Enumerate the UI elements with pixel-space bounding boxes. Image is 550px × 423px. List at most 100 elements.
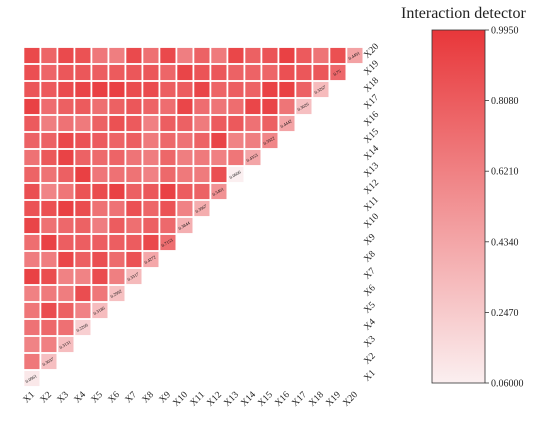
heatmap-cell <box>23 64 41 81</box>
heatmap-cell <box>193 183 211 200</box>
heatmap-cell <box>193 81 211 98</box>
heatmap-cell <box>23 234 41 251</box>
heatmap-cell <box>57 183 75 200</box>
heatmap-cell <box>159 200 177 217</box>
heatmap-cell <box>91 234 109 251</box>
heatmap-cell <box>210 98 228 115</box>
heatmap-cell-diagonal-X15 <box>261 132 279 149</box>
heatmap-cell <box>57 149 75 166</box>
cell-value-label: 0.3317 <box>127 271 141 282</box>
x-tick-label: X3 <box>56 390 71 405</box>
heatmap-cell-diagonal-X17 <box>295 98 313 115</box>
heatmap-cell <box>91 251 109 268</box>
heatmap-cell <box>108 132 126 149</box>
heatmap-cell <box>108 98 126 115</box>
heatmap-cell <box>278 64 296 81</box>
heatmap-cell <box>108 47 126 64</box>
heatmap-cell <box>91 183 109 200</box>
heatmap-cell <box>57 302 75 319</box>
heatmap-cell <box>57 251 75 268</box>
heatmap-cell <box>91 149 109 166</box>
colorbar <box>431 29 486 384</box>
heatmap-cell <box>142 64 160 81</box>
x-tick-label: X7 <box>124 390 139 405</box>
cell-value-label: 0.3037 <box>42 356 56 367</box>
heatmap-cell <box>227 64 245 81</box>
heatmap-cell <box>40 251 58 268</box>
heatmap-cell <box>74 166 92 183</box>
heatmap-cell <box>210 47 228 64</box>
heatmap-cell <box>57 64 75 81</box>
x-tick-label: X19 <box>324 390 343 409</box>
heatmap-cell <box>227 149 245 166</box>
x-tick-label: X10 <box>171 390 190 409</box>
heatmap-cell <box>244 115 262 132</box>
x-tick-label: X6 <box>107 390 122 405</box>
heatmap-cell <box>23 302 41 319</box>
heatmap-cell <box>125 81 143 98</box>
heatmap-cell <box>142 183 160 200</box>
heatmap-cell <box>108 251 126 268</box>
y-tick-label: X10 <box>362 212 381 231</box>
y-tick-label: X11 <box>362 195 381 214</box>
heatmap-cell <box>125 183 143 200</box>
heatmap-cell <box>40 234 58 251</box>
y-tick-label: X17 <box>362 93 381 112</box>
cell-value-label: 0.3844 <box>178 220 192 231</box>
colorbar-tick-label: 0.6210 <box>491 167 519 178</box>
heatmap-cell <box>159 132 177 149</box>
heatmap-cell <box>295 81 313 98</box>
heatmap-cell <box>23 268 41 285</box>
heatmap-cell <box>159 166 177 183</box>
heatmap-cell <box>176 115 194 132</box>
x-tick-label: X8 <box>141 390 156 405</box>
heatmap-cell <box>74 217 92 234</box>
cell-value-label: 0.2992 <box>110 288 123 299</box>
heatmap-cell <box>57 115 75 132</box>
heatmap-cell <box>159 98 177 115</box>
y-tick-label: X20 <box>362 42 381 61</box>
y-tick-label: X9 <box>362 232 377 247</box>
heatmap-cell <box>74 81 92 98</box>
heatmap-cell <box>278 98 296 115</box>
heatmap-cell <box>40 336 58 353</box>
heatmap-cell-diagonal-X12 <box>210 183 228 200</box>
heatmap-cell-diagonal-X13 <box>227 166 245 183</box>
heatmap-cell <box>176 183 194 200</box>
heatmap-cell <box>176 132 194 149</box>
cell-value-label: 0.3131 <box>59 339 72 350</box>
heatmap-cell <box>23 132 41 149</box>
heatmap-cell <box>142 234 160 251</box>
heatmap-cell <box>159 149 177 166</box>
heatmap-cell <box>74 251 92 268</box>
heatmap-cell-diagonal-X20 <box>346 47 364 64</box>
cell-value-label: 0.4491 <box>348 50 361 61</box>
heatmap-cell <box>91 217 109 234</box>
heatmap-cell <box>40 200 58 217</box>
heatmap-cell <box>74 98 92 115</box>
heatmap-cell <box>142 166 160 183</box>
heatmap-cell-diagonal-X11 <box>193 200 211 217</box>
x-tick-label: X12 <box>205 390 224 409</box>
y-tick-label: X1 <box>362 368 377 383</box>
heatmap-cell <box>125 115 143 132</box>
heatmap-cell <box>193 132 211 149</box>
heatmap-cell <box>40 98 58 115</box>
heatmap-cell <box>57 98 75 115</box>
heatmap-cell <box>57 132 75 149</box>
heatmap-cell <box>23 183 41 200</box>
heatmap-cell <box>108 166 126 183</box>
x-tick-label: X4 <box>73 390 88 405</box>
heatmap-cell <box>142 217 160 234</box>
heatmap-cell <box>210 115 228 132</box>
y-tick-label: X7 <box>362 266 377 281</box>
heatmap-cell <box>23 217 41 234</box>
heatmap-cell <box>244 98 262 115</box>
heatmap-cell <box>40 217 58 234</box>
y-tick-label: X4 <box>362 317 377 332</box>
heatmap-cell <box>23 115 41 132</box>
heatmap-cell <box>227 47 245 64</box>
cell-value-label: 0.3186 <box>93 305 107 316</box>
x-tick-label: X2 <box>39 390 54 405</box>
heatmap-cell <box>176 166 194 183</box>
